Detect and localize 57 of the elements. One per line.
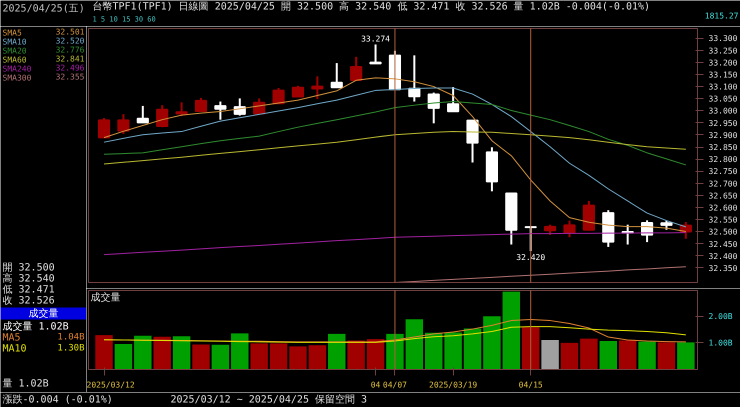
text: 高 32.540 (2, 272, 55, 284)
text: 32.355 (56, 72, 85, 82)
x-tick-label: 04/15 (518, 380, 543, 390)
y-tick-label: 32.700 (708, 179, 738, 188)
text: SMA20 (2, 46, 27, 56)
text: 1815.27 (704, 12, 739, 20)
x-tick-label: 2025/03/19 (429, 380, 478, 390)
text: 收 32.526 (2, 296, 55, 306)
text: 低 32.471 (2, 284, 55, 296)
text: SMA10 (2, 38, 27, 46)
text: 32.496 (56, 64, 85, 72)
text: SMA300 (2, 74, 32, 82)
text: 開 32.500 (2, 262, 55, 274)
text: 2025/04/25(五) (2, 4, 85, 14)
text: 32.841 (56, 54, 85, 64)
text: 成交量 1.02B (2, 320, 69, 332)
text: 32.501 (56, 28, 85, 36)
text: 量 1.02B (2, 378, 49, 390)
text: 32.776 (56, 46, 85, 54)
y-tick-label: 33.300 (708, 34, 738, 44)
text: 漲跌-0.004 (-0.01%) (2, 394, 113, 406)
text: MA10 (2, 344, 27, 354)
y-tick-label: 33.100 (708, 82, 738, 92)
x-tick-label: 2025/03/12 (86, 380, 135, 390)
y-tick-label: 1.00B (708, 338, 733, 348)
annotation: 33.274 (361, 34, 390, 44)
y-tick-label: 32.400 (708, 252, 738, 261)
text: SMA5 (2, 28, 22, 38)
y-tick-label: 32.550 (708, 216, 738, 225)
y-tick-label: 33.000 (708, 106, 738, 116)
y-tick-label: 2.00B (708, 312, 733, 321)
y-tick-label: 32.950 (708, 118, 738, 128)
y-tick-label: 32.600 (708, 204, 738, 213)
text: SMA60 (2, 56, 27, 64)
y-tick-label: 32.450 (708, 240, 738, 249)
text: 1.30B (57, 344, 84, 354)
y-tick-label: 33.050 (708, 94, 738, 104)
chart-title: 台幣TPF1(TPF1) 日線圖 2025/04/25 開 32.500 高 32.540 低 32.471 收 32.526 量 1.02B -0.004(-0.01%) (92, 0, 650, 12)
y-tick-label: 32.350 (708, 264, 738, 273)
y-tick-label: 32.750 (708, 167, 738, 176)
text: 2025/03/12 ~ 2025/04/25 保留空間 3 (170, 394, 368, 406)
chart-title: 成交量 (90, 292, 120, 304)
y-tick-label: 32.900 (708, 130, 738, 140)
chart-title: 成交量 (28, 308, 58, 320)
text: MA5 (2, 332, 21, 344)
text: SMA240 (2, 64, 32, 74)
y-tick-label: 33.250 (708, 46, 738, 56)
y-tick-label: 33.150 (708, 70, 738, 80)
text: 32.520 (56, 36, 85, 46)
x-tick-label: 04/07 (382, 380, 408, 390)
y-tick-label: 33.200 (708, 58, 738, 68)
text: 1.04B (57, 332, 84, 342)
y-tick-label: 32.850 (708, 143, 738, 152)
y-tick-label: 32.800 (708, 155, 738, 164)
y-tick-label: 32.500 (708, 228, 738, 237)
y-tick-label: 32.650 (708, 191, 738, 200)
x-tick-label: 04 (370, 380, 381, 390)
